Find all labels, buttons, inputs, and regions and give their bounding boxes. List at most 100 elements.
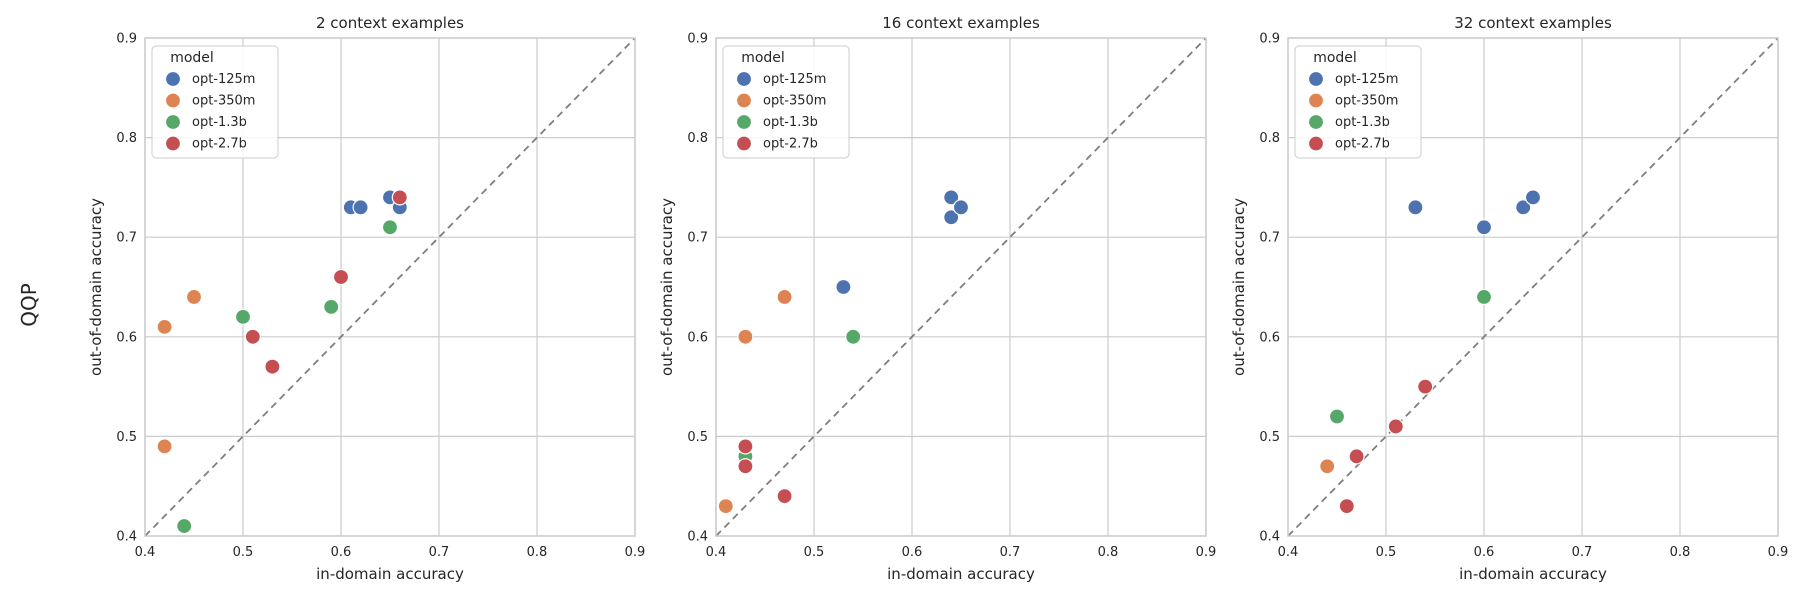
legend-label-opt-125m: opt-125m	[1335, 72, 1398, 87]
y-tick-label: 0.5	[687, 430, 708, 445]
legend-marker-opt-2.7b	[735, 135, 753, 152]
legend-title: model	[1313, 50, 1357, 66]
legend-box	[722, 45, 850, 159]
legend-label-opt-2.7b: opt-2.7b	[192, 137, 247, 152]
y-tick-label: 0.9	[687, 32, 708, 47]
x-tick-label: 0.9	[625, 545, 646, 560]
data-point-opt-350m	[156, 318, 173, 335]
legend-label-opt-2.7b: opt-2.7b	[763, 137, 818, 152]
x-tick-label: 0.5	[804, 545, 825, 560]
x-tick-label: 0.5	[233, 545, 254, 560]
y-tick-label: 0.8	[116, 131, 137, 146]
legend-label-opt-125m: opt-125m	[192, 72, 255, 87]
legend-marker-opt-1.3b	[735, 113, 753, 131]
data-point-opt-1.3b	[323, 298, 340, 316]
data-point-opt-350m	[717, 498, 734, 515]
data-point-opt-2.7b	[391, 189, 408, 206]
legend-marker-opt-2.7b	[164, 135, 182, 152]
data-point-opt-350m	[776, 288, 793, 306]
data-point-opt-1.3b	[234, 308, 252, 325]
data-point-opt-2.7b	[1338, 498, 1355, 515]
data-point-opt-125m	[1524, 189, 1542, 206]
x-tick-label: 0.4	[1278, 545, 1299, 560]
diagonal-reference-line	[715, 37, 1207, 537]
diagonal-reference-line	[1287, 37, 1779, 537]
legend-marker-opt-350m	[1307, 92, 1325, 109]
y-tick-label: 0.9	[116, 32, 137, 47]
data-point-opt-125m	[943, 209, 960, 226]
chart-title: 2 context examples	[316, 14, 464, 32]
data-point-opt-2.7b	[1387, 418, 1404, 435]
plot-frame	[144, 37, 636, 537]
x-tick-label: 0.9	[1196, 545, 1217, 560]
data-point-opt-1.3b	[176, 517, 193, 535]
legend-label-opt-1.3b: opt-1.3b	[763, 115, 818, 130]
data-point-opt-350m	[737, 328, 754, 345]
panel-2-context: 0.4 0.5 0.6 0.7 0.8 0.9 0.4 0.5 0.6 0.7 0.8 0.9 2 co…	[87, 14, 645, 583]
legend-marker-opt-2.7b	[1307, 135, 1325, 152]
y-tick-label: 0.7	[1259, 231, 1280, 246]
x-tick-label: 0.6	[902, 545, 923, 560]
y-tick-label: 0.8	[687, 131, 708, 146]
data-point-opt-2.7b	[264, 358, 281, 375]
x-axis-label: in-domain accuracy	[887, 565, 1035, 583]
chart-title: 32 context examples	[1454, 14, 1612, 32]
data-point-opt-2.7b	[737, 458, 754, 475]
x-tick-label: 0.8	[1098, 545, 1119, 560]
legend-label-opt-350m: opt-350m	[763, 94, 826, 109]
data-point-opt-2.7b	[244, 328, 261, 345]
legend-marker-opt-1.3b	[164, 113, 182, 131]
y-tick-label: 0.6	[687, 330, 708, 345]
legend-marker-opt-125m	[735, 70, 753, 88]
data-point-opt-2.7b	[1348, 448, 1365, 465]
y-tick-label: 0.5	[1259, 430, 1280, 445]
x-tick-label: 0.8	[1670, 545, 1691, 560]
data-point-opt-2.7b	[776, 488, 793, 505]
x-tick-label: 0.7	[429, 545, 450, 560]
y-tick-label: 0.7	[116, 231, 137, 246]
x-tick-label: 0.7	[1572, 545, 1593, 560]
y-tick-label: 0.8	[1259, 131, 1280, 146]
diagonal-reference-line	[144, 37, 636, 537]
data-point-opt-125m	[943, 189, 960, 206]
data-point-opt-125m	[1407, 199, 1424, 216]
data-point-opt-125m	[835, 278, 852, 296]
data-point-opt-1.3b	[845, 328, 862, 345]
data-point-opt-350m	[156, 438, 173, 455]
legend-title: model	[170, 50, 214, 66]
data-point-opt-2.7b	[332, 268, 350, 286]
chart-title: 16 context examples	[882, 14, 1040, 32]
data-point-opt-125m	[1475, 219, 1493, 236]
x-axis-label: in-domain accuracy	[316, 565, 464, 583]
y-axis-label: out-of-domain accuracy	[1230, 198, 1248, 376]
x-tick-label: 0.6	[331, 545, 352, 560]
x-axis-label: in-domain accuracy	[1459, 565, 1607, 583]
y-axis-label: out-of-domain accuracy	[658, 198, 676, 376]
y-tick-label: 0.6	[116, 330, 137, 345]
data-point-opt-125m	[352, 199, 369, 216]
data-point-opt-125m	[1515, 199, 1532, 216]
x-tick-label: 0.7	[1000, 545, 1021, 560]
x-tick-label: 0.6	[1474, 545, 1495, 560]
x-tick-label: 0.9	[1768, 545, 1789, 560]
y-tick-label: 0.5	[116, 430, 137, 445]
legend-label-opt-1.3b: opt-1.3b	[192, 115, 247, 130]
y-tick-label: 0.4	[116, 530, 137, 545]
legend-marker-opt-125m	[164, 70, 182, 88]
data-point-opt-350m	[185, 288, 203, 306]
legend-title: model	[741, 50, 785, 66]
data-point-opt-350m	[1319, 458, 1336, 475]
y-tick-label: 0.6	[1259, 330, 1280, 345]
panel-16-context: 0.4 0.5 0.6 0.7 0.8 0.9 0.4 0.5 0.6 0.7 0.8 0.9 16 c…	[658, 14, 1216, 583]
y-tick-label: 0.7	[687, 231, 708, 246]
data-point-opt-2.7b	[737, 438, 754, 455]
legend-marker-opt-1.3b	[1307, 113, 1325, 131]
data-point-opt-1.3b	[1475, 288, 1493, 306]
row-label: QQP	[17, 283, 41, 327]
x-tick-label: 0.4	[135, 545, 156, 560]
y-tick-label: 0.4	[1259, 530, 1280, 545]
legend-marker-opt-350m	[735, 92, 753, 109]
y-axis-label: out-of-domain accuracy	[87, 198, 105, 376]
plot-frame	[715, 37, 1207, 537]
